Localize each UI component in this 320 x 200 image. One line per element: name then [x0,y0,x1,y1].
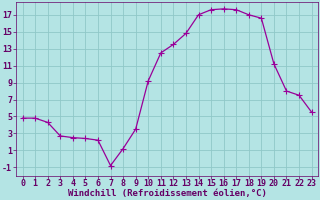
X-axis label: Windchill (Refroidissement éolien,°C): Windchill (Refroidissement éolien,°C) [68,189,267,198]
